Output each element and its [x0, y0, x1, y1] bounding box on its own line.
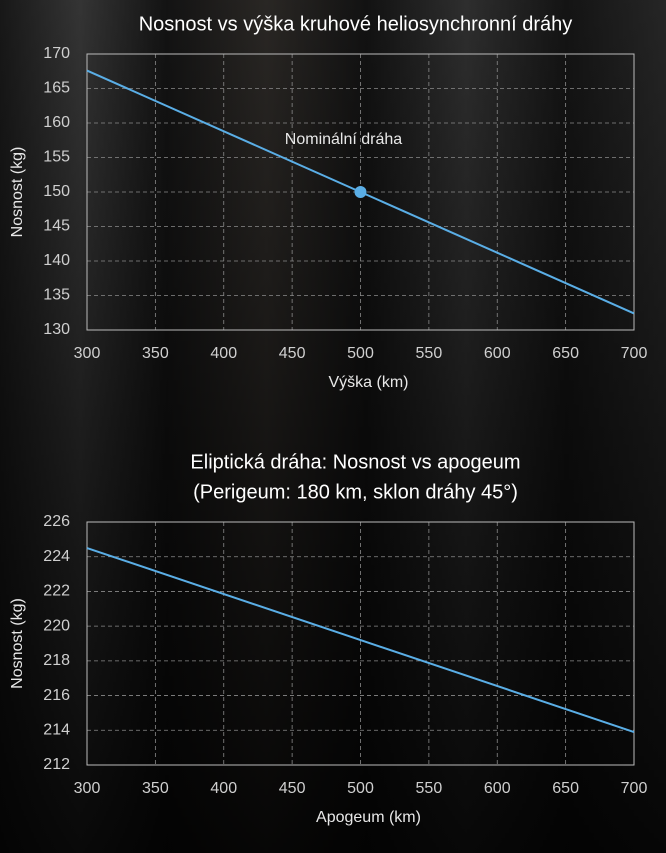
- y-axis-label: Nosnost (kg): [9, 598, 26, 689]
- chart-title: Eliptická dráha: Nosnost vs apogeum: [190, 451, 520, 473]
- y-tick-label: 135: [43, 287, 70, 304]
- y-tick-label: 222: [43, 583, 70, 600]
- y-tick-label: 216: [43, 687, 70, 704]
- y-tick-label: 212: [43, 756, 70, 773]
- line: [86, 547, 635, 733]
- annotation-point: [354, 186, 367, 198]
- x-tick-label: 700: [621, 780, 648, 797]
- y-tick-label: 224: [43, 548, 70, 565]
- y-tick-label: 140: [43, 252, 70, 269]
- x-tick-label: 450: [279, 345, 306, 362]
- x-tick-label: 650: [552, 345, 579, 362]
- y-tick-label: 170: [43, 45, 70, 62]
- y-axis-label: Nosnost (kg): [9, 147, 26, 238]
- x-tick-label: 300: [74, 780, 101, 797]
- y-tick-label: 155: [43, 149, 70, 166]
- x-tick-label: 350: [142, 345, 169, 362]
- chart-title: (Perigeum: 180 km, sklon dráhy 45°): [193, 481, 518, 503]
- plot-frame: [86, 53, 635, 331]
- x-tick-label: 650: [552, 780, 579, 797]
- plot-frame: [86, 521, 635, 766]
- x-tick-label: 400: [210, 345, 237, 362]
- annotation-text: Nominální dráha: [285, 131, 403, 148]
- x-tick-label: 350: [142, 780, 169, 797]
- x-tick-label: 400: [210, 780, 237, 797]
- chart-title: Nosnost vs výška kruhové heliosynchronní…: [139, 13, 573, 35]
- y-tick-label: 220: [43, 617, 70, 634]
- y-tick-label: 218: [43, 652, 70, 669]
- x-tick-label: 500: [347, 780, 374, 797]
- y-tick-label: 226: [43, 513, 70, 530]
- x-tick-label: 600: [484, 780, 511, 797]
- y-tick-label: 165: [43, 80, 70, 97]
- y-tick-label: 214: [43, 722, 70, 739]
- x-tick-label: 450: [279, 780, 306, 797]
- x-axis-label: Výška (km): [329, 374, 409, 391]
- y-tick-label: 130: [43, 321, 70, 338]
- y-tick-label: 150: [43, 183, 70, 200]
- x-axis-label: Apogeum (km): [316, 809, 421, 826]
- x-tick-label: 700: [621, 345, 648, 362]
- x-tick-label: 300: [74, 345, 101, 362]
- x-tick-label: 600: [484, 345, 511, 362]
- x-tick-label: 500: [347, 345, 374, 362]
- x-tick-label: 550: [416, 780, 443, 797]
- x-tick-label: 550: [416, 345, 443, 362]
- y-tick-label: 145: [43, 218, 70, 235]
- y-tick-label: 160: [43, 114, 70, 131]
